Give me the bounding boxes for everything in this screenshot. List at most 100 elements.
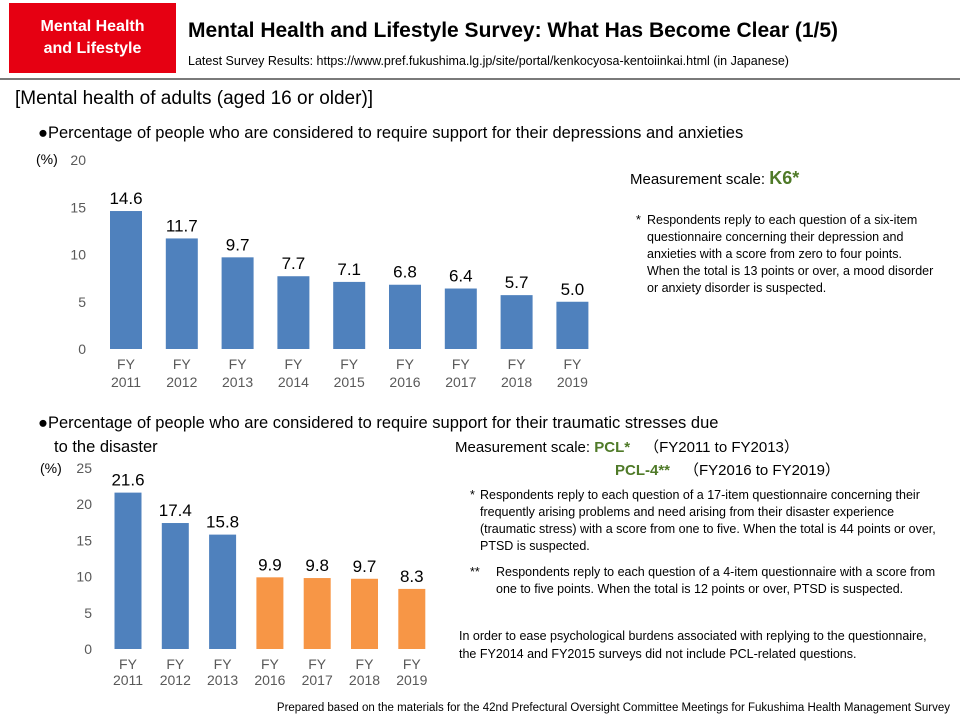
bar xyxy=(221,257,254,349)
x-tick-label-year: 2012 xyxy=(160,672,191,688)
pcl4-footnote-text: Respondents reply to each question of a … xyxy=(496,565,936,596)
depression-anxiety-chart: (%) 0 5 10 15 20 14.6 FY 2011 11.7 FY 2012 9.7 FY 2013… xyxy=(36,151,589,390)
pcl-row-1: Measurement scale: PCL* （FY2011 to FY2013… xyxy=(455,436,840,459)
x-tick-label: FY xyxy=(117,356,136,372)
x-tick-label-year: 2012 xyxy=(166,374,197,390)
x-tick-label: FY xyxy=(308,656,327,672)
y-tick-label: 20 xyxy=(76,496,92,512)
section-title: [Mental health of adults (aged 16 or old… xyxy=(15,88,374,109)
y-tick-label: 0 xyxy=(84,641,92,657)
chart2-heading-line2: to the disaster xyxy=(54,438,158,456)
data-label: 9.7 xyxy=(353,557,377,576)
x-tick-label: FY xyxy=(214,656,233,672)
chart1-heading: ●Percentage of people who are considered… xyxy=(38,124,744,142)
pcl-range: （FY2011 to FY2013） xyxy=(644,439,799,456)
data-label: 21.6 xyxy=(111,471,144,490)
x-tick-label-year: 2014 xyxy=(278,374,309,390)
k6-scale-label: Measurement scale: K6* xyxy=(630,168,799,189)
x-tick-label-year: 2016 xyxy=(254,672,285,688)
bar xyxy=(165,238,198,349)
y-tick-label: 20 xyxy=(70,152,86,168)
x-tick-label: FY xyxy=(166,656,185,672)
bar xyxy=(256,577,284,649)
category-badge: Mental Health and Lifestyle xyxy=(9,3,176,73)
x-tick-label: FY xyxy=(173,356,192,372)
pcl-footnote: * Respondents reply to each question of … xyxy=(470,487,950,555)
y-tick-label: 25 xyxy=(76,460,92,476)
pcl-footnote-text: Respondents reply to each question of a … xyxy=(480,488,936,553)
x-tick-label-year: 2013 xyxy=(207,672,238,688)
data-label: 8.3 xyxy=(400,567,424,586)
x-tick-label: FY xyxy=(508,356,527,372)
data-label: 6.4 xyxy=(449,267,473,286)
data-label: 5.0 xyxy=(561,280,585,299)
y-tick-label: 10 xyxy=(70,247,86,263)
x-tick-label-year: 2017 xyxy=(302,672,333,688)
bar xyxy=(556,301,589,349)
bar xyxy=(444,288,477,349)
data-label: 14.6 xyxy=(109,189,142,208)
x-tick-label: FY xyxy=(119,656,138,672)
y-axis-unit-label: (%) xyxy=(36,151,58,167)
traumatic-stress-chart: (%)051015202521.6FY201117.4FY201215.8FY2… xyxy=(40,460,428,688)
k6-footnote: * Respondents reply to each question of … xyxy=(636,212,936,297)
data-label: 9.7 xyxy=(226,235,250,254)
source-footer: Prepared based on the materials for the … xyxy=(276,702,950,714)
pcl-footnote-mark: * xyxy=(470,488,475,502)
data-label: 7.1 xyxy=(337,260,361,279)
x-tick-label-year: 2019 xyxy=(396,672,427,688)
bar xyxy=(389,284,421,349)
x-tick-label-year: 2015 xyxy=(334,374,365,390)
data-label: 9.9 xyxy=(258,555,282,574)
survey-results-link[interactable]: Latest Survey Results: https://www.pref.… xyxy=(188,54,789,68)
x-tick-label-year: 2019 xyxy=(557,374,588,390)
bar xyxy=(351,578,378,649)
data-label: 9.8 xyxy=(305,556,329,575)
data-label: 5.7 xyxy=(505,273,529,292)
chart2-heading: ●Percentage of people who are considered… xyxy=(38,411,868,459)
x-tick-label: FY xyxy=(284,356,303,372)
chart2-heading-line1: ●Percentage of people who are considered… xyxy=(38,414,719,432)
bar xyxy=(114,492,142,649)
x-tick-label: FY xyxy=(563,356,582,372)
bar xyxy=(333,281,366,349)
x-tick-label: FY xyxy=(403,656,422,672)
header-divider xyxy=(0,78,960,80)
k6-footnote-mark: * xyxy=(636,213,641,227)
k6-footnote-text: Respondents reply to each question of a … xyxy=(647,213,934,295)
y-tick-label: 10 xyxy=(76,569,92,585)
pcl-label-text: Measurement scale: xyxy=(455,439,595,456)
k6-label-text: Measurement scale: xyxy=(630,171,770,188)
x-tick-label-year: 2011 xyxy=(111,374,141,390)
x-tick-label-year: 2017 xyxy=(445,374,476,390)
x-tick-label-year: 2018 xyxy=(349,672,380,688)
x-tick-label: FY xyxy=(340,356,359,372)
bar xyxy=(110,211,142,349)
survey-omission-note: In order to ease psychological burdens a… xyxy=(459,629,927,661)
bar xyxy=(398,588,426,649)
y-tick-label: 15 xyxy=(76,532,92,548)
bar xyxy=(161,523,189,649)
y-tick-label: 0 xyxy=(78,341,86,357)
pcl4-footnote-mark: ** xyxy=(470,565,480,579)
pcl-scale-label: Measurement scale: PCL* （FY2011 to FY2013… xyxy=(455,436,840,482)
x-tick-label-year: 2018 xyxy=(501,374,532,390)
x-tick-label: FY xyxy=(229,356,248,372)
y-tick-label: 5 xyxy=(84,605,92,621)
x-tick-label: FY xyxy=(261,656,280,672)
x-tick-label: FY xyxy=(396,356,415,372)
data-label: 15.8 xyxy=(206,513,239,532)
data-label: 6.8 xyxy=(393,263,417,282)
data-label: 7.7 xyxy=(282,254,306,273)
data-label: 17.4 xyxy=(159,501,192,520)
k6-scale-name: K6* xyxy=(769,168,800,188)
x-tick-label: FY xyxy=(452,356,471,372)
pcl4-scale-name: PCL-4** xyxy=(615,462,671,479)
page-title: Mental Health and Lifestyle Survey: What… xyxy=(188,19,839,42)
x-tick-label-year: 2013 xyxy=(222,374,253,390)
pcl4-footnote: ** Respondents reply to each question of… xyxy=(470,564,950,598)
badge-line-2: and Lifestyle xyxy=(43,40,142,57)
y-tick-label: 5 xyxy=(78,294,86,310)
pcl-scale-name: PCL* xyxy=(594,439,631,456)
bar xyxy=(500,295,533,349)
